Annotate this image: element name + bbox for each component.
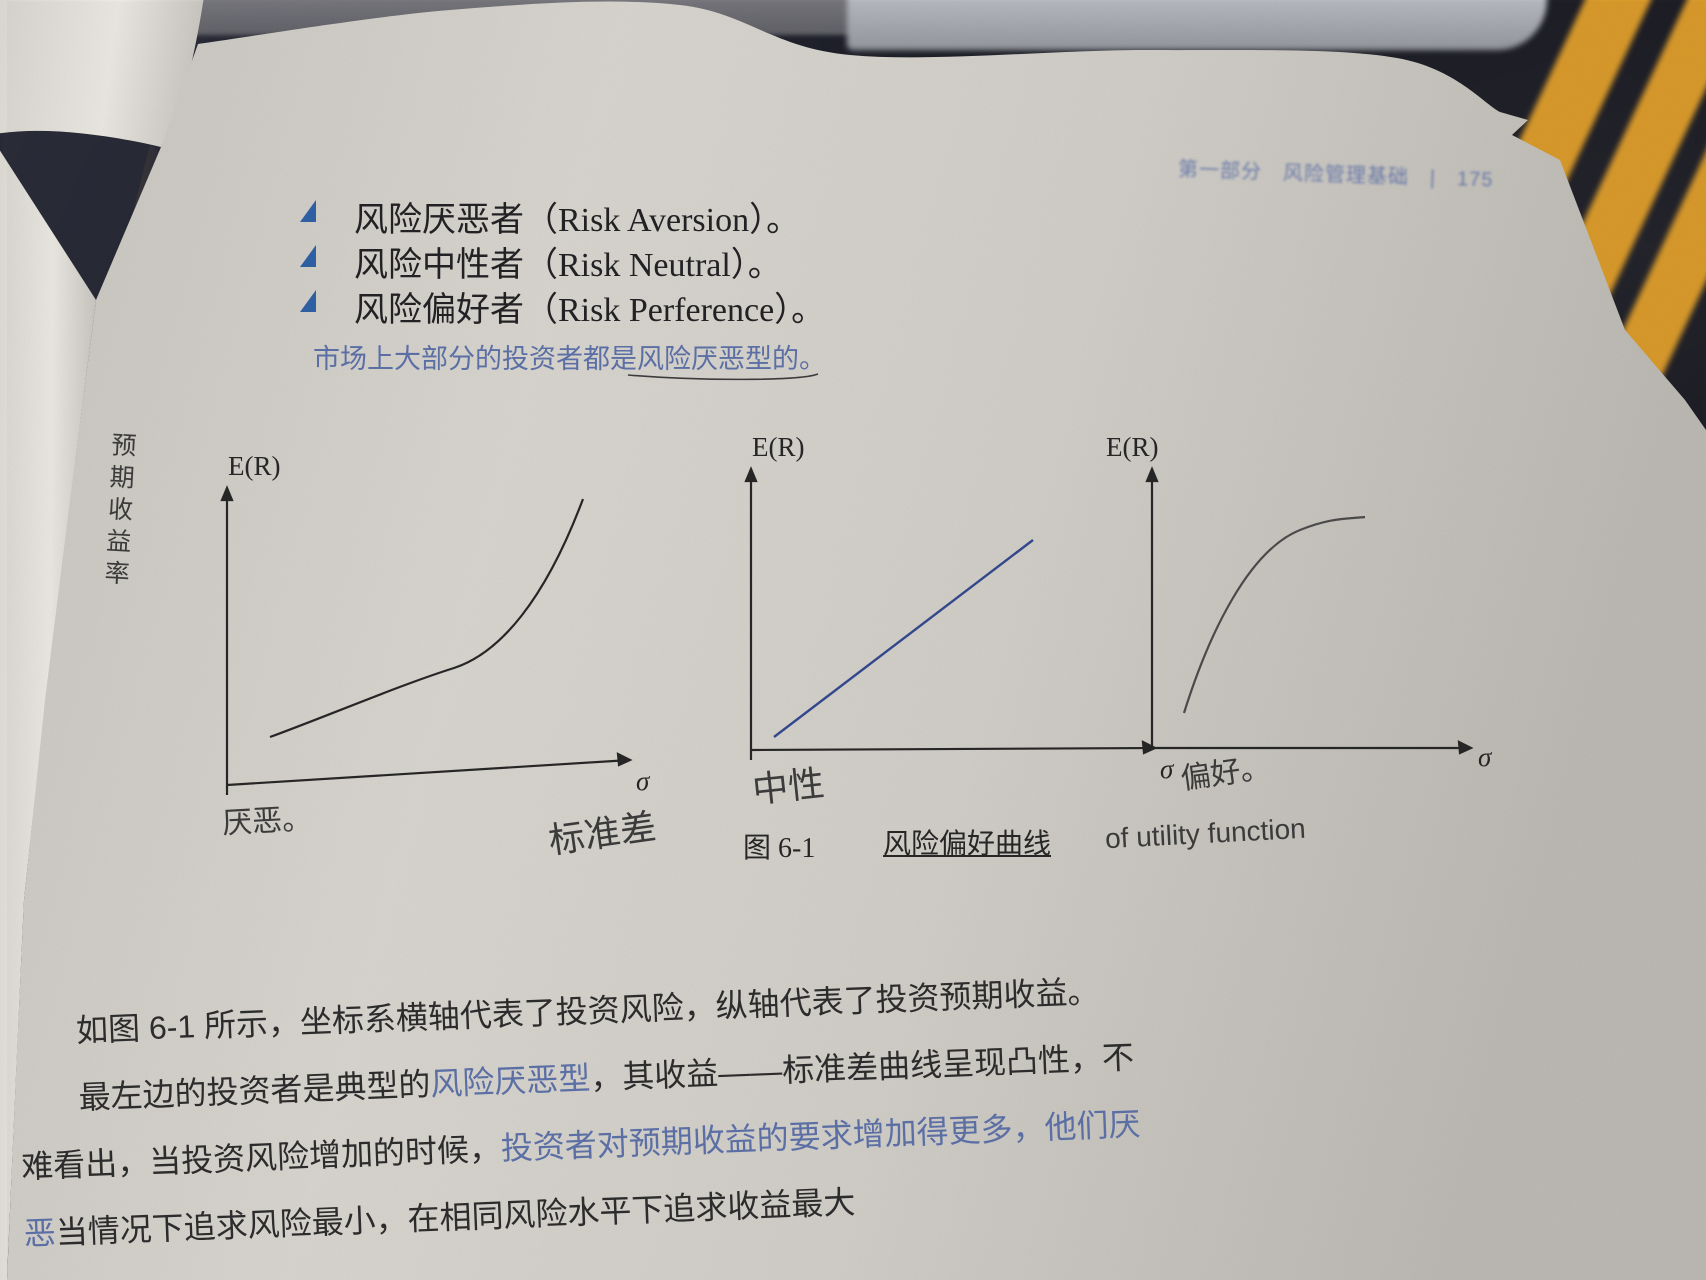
svg-text:σ: σ (636, 766, 651, 796)
svg-text:σ: σ (1478, 742, 1493, 772)
svg-text:E(R): E(R) (1106, 432, 1158, 462)
svg-text:E(R): E(R) (752, 432, 804, 462)
svg-text:E(R): E(R) (228, 451, 280, 481)
svg-text:σ: σ (1160, 754, 1175, 784)
